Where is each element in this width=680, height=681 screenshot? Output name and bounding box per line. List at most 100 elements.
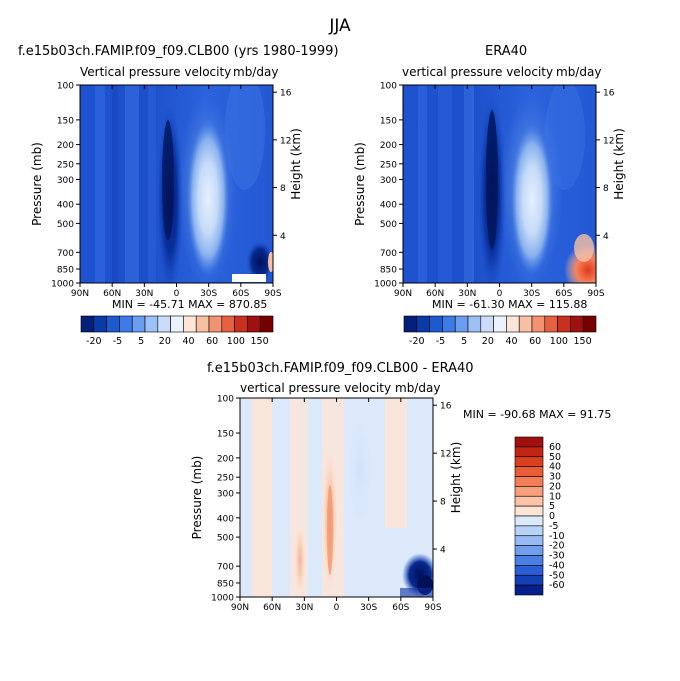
colorbar-label: -30 [549,551,565,562]
colorbar-swatch [170,315,184,333]
colorbar-swatch [208,315,223,333]
height-tick-label: 4 [603,232,609,242]
colorbar-swatch [247,315,261,333]
pressure-tick-label: 500 [217,534,234,544]
pressure-tick-label: 1000 [211,594,234,604]
lat-tick-label: 0 [334,603,340,613]
panel-model-field [80,85,273,283]
colorbar-swatch [183,315,197,333]
pressure-tick-label: 200 [380,141,397,151]
pressure-tick-label: 850 [380,266,397,276]
colorbar-swatch [93,315,107,333]
panel-model-stats: MIN = -45.71 MAX = 870.85 [112,298,268,311]
page-title: JJA [329,16,351,36]
colorbar-label: 100 [227,336,245,347]
pressure-tick-label: 1000 [374,280,397,290]
height-tick-label: 16 [603,89,615,99]
colorbar-swatch [80,315,95,333]
lat-tick-label: 90S [587,289,604,299]
lat-tick-label: 90S [424,603,441,613]
colorbar-swatch [119,315,133,333]
colorbar-label: 100 [550,336,568,347]
panel-model-title: f.e15b03ch.FAMIP.f09_f09.CLB00 (yrs 1980… [18,44,339,59]
lat-tick-label: 90S [264,289,281,299]
lat-tick-label: 90N [231,603,249,613]
panel-diff-stats: MIN = -90.68 MAX = 91.75 [463,408,612,421]
pressure-tick-label: 850 [217,579,234,589]
colorbar-swatch [531,315,546,333]
height-tick-label: 8 [280,184,286,194]
panel-era40-title: ERA40 [485,44,528,59]
colorbar-label: -50 [549,570,565,581]
y-axis-right-label: Height (km) [449,442,463,513]
lat-tick-label: 90N [394,289,412,299]
lat-tick-label: 60N [103,289,121,299]
lat-tick-label: 90N [71,289,89,299]
colorbar-swatch [514,436,544,448]
colorbar-swatch [514,486,544,497]
colorbar-swatch [467,315,482,333]
pressure-tick-label: 250 [380,160,397,170]
pressure-tick-label: 850 [57,266,74,276]
colorbar-swatch [514,574,544,586]
height-tick-label: 12 [280,136,291,146]
pressure-tick-label: 700 [57,249,74,259]
colorbar-swatch [493,315,507,333]
lat-tick-label: 60S [392,603,409,613]
colorbar-swatch [234,315,248,333]
pressure-tick-label: 200 [217,454,234,464]
colorbar-label: -5 [549,521,558,532]
panel-diff-title: f.e15b03ch.FAMIP.f09_f09.CLB00 - ERA40 [207,361,474,376]
colorbar-swatch [514,565,544,576]
colorbar-swatch [480,315,494,333]
pressure-tick-label: 1000 [51,280,74,290]
colorbar-swatch [454,315,469,333]
pressure-tick-label: 100 [380,82,397,92]
y-axis-label: Pressure (mb) [30,142,44,226]
lat-tick-label: 30S [200,289,217,299]
lat-tick-label: 30S [360,603,377,613]
colorbar-label: -20 [409,336,425,347]
lat-tick-label: 30N [295,603,313,613]
colorbar-swatch [429,315,443,333]
colorbar-label: -20 [549,541,565,552]
pressure-tick-label: 100 [57,82,74,92]
pressure-tick-label: 400 [380,201,397,211]
colorbar-label: 20 [549,481,561,492]
pressure-tick-label: 300 [217,489,234,499]
lat-tick-label: 60N [426,289,444,299]
colorbar-label: 30 [549,472,561,483]
colorbar-swatch [157,315,171,333]
colorbar-label: -5 [113,336,122,347]
height-tick-label: 8 [603,184,609,194]
colorbar-swatch [106,315,120,333]
colorbar-label: 5 [549,501,555,512]
panel-1-axes: 100 150 200 250 300 400 500 700 850 1000 16 12 8 4 90N… [353,82,626,300]
colorbar-label: 60 [529,336,541,347]
colorbar-swatch [544,315,558,333]
colorbar-swatch [514,446,544,458]
height-tick-label: 4 [280,232,286,242]
y-axis-right-label: Height (km) [612,128,626,199]
colorbar-swatch [514,535,544,546]
pressure-tick-label: 700 [217,563,234,573]
colorbar-label: 0 [549,511,555,522]
colorbar-0: -20 -5 5 20 40 60 100 150 [80,315,274,347]
panel-era40-field [403,85,596,283]
height-tick-label: 16 [440,402,452,412]
lat-tick-label: 60S [232,289,249,299]
panel-model-units: mb/day [233,65,279,79]
colorbar-swatch [514,495,544,507]
colorbar-swatch [514,584,544,596]
colorbar-swatch [514,456,544,467]
colorbar-label: 40 [549,462,561,473]
pressure-tick-label: 400 [57,201,74,211]
lat-tick-label: 30N [135,289,153,299]
lat-tick-label: 60S [555,289,572,299]
colorbar-swatch [144,315,159,333]
colorbar-swatch [514,505,544,517]
colorbar-label: 60 [549,442,561,453]
colorbar-swatch [416,315,430,333]
colorbar-swatch [259,315,274,333]
colorbar-label: 40 [182,336,194,347]
